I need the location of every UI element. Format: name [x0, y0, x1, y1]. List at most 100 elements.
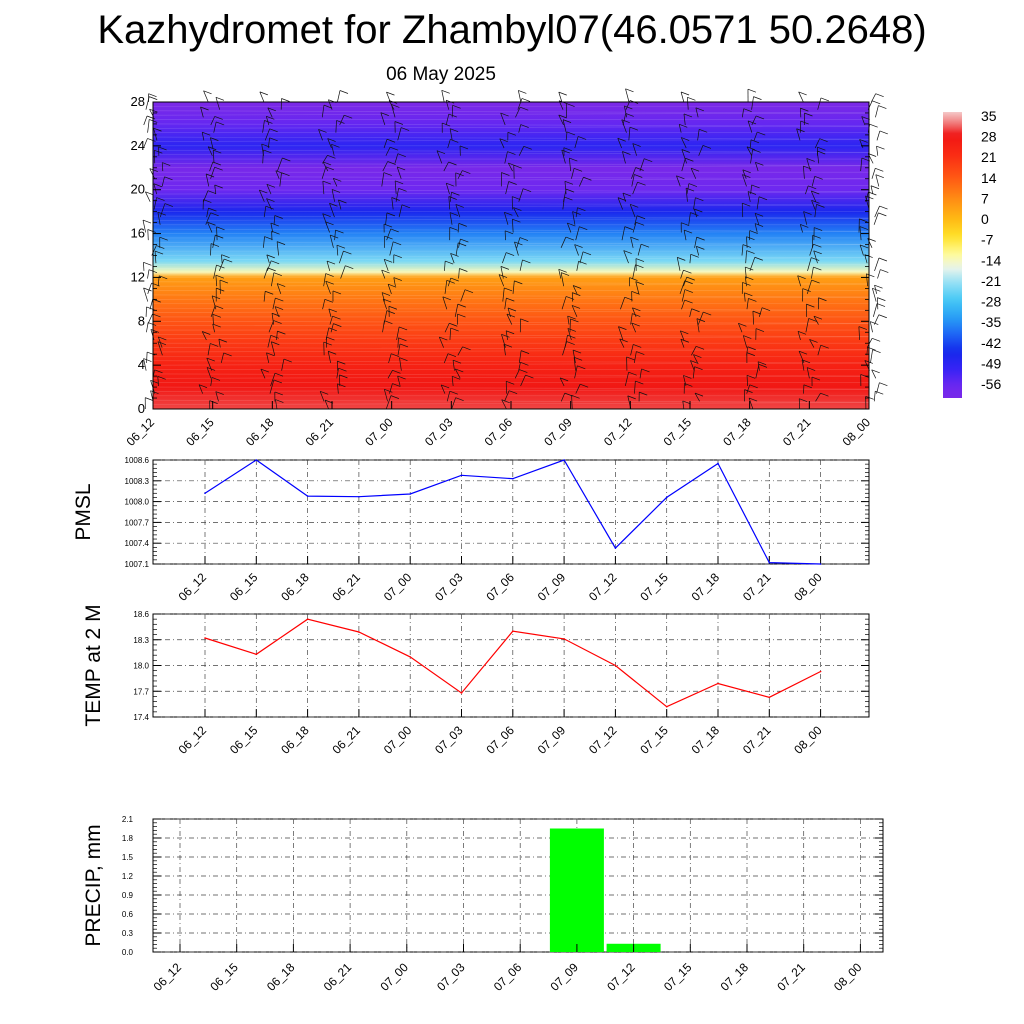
wind-barb-flag [746, 250, 755, 254]
wind-barb-flag [269, 128, 278, 133]
wind-barb [871, 168, 876, 179]
wind-barb-flag [859, 226, 869, 230]
wind-barb-flag [339, 374, 348, 379]
wind-barb [751, 96, 754, 110]
x-tick-label: 06_18 [243, 415, 277, 449]
wind-barb [622, 151, 626, 164]
wind-barb [621, 119, 627, 133]
colorbar-label: 21 [981, 149, 997, 165]
x-tick-label: 07_18 [689, 570, 723, 604]
wind-barb [274, 306, 280, 318]
wind-barb-flag [751, 184, 760, 189]
wind-barb-flag [809, 339, 818, 343]
wind-barb [211, 295, 217, 310]
wind-barb [444, 280, 448, 294]
wind-barb [502, 252, 507, 264]
wind-barb [810, 190, 817, 202]
wind-barb-flag [800, 107, 809, 112]
wind-barb-flag [802, 288, 811, 292]
x-tick-label: 07_12 [604, 960, 638, 994]
x-tick-label: 07_21 [740, 570, 774, 604]
x-tick-label: 07_18 [720, 415, 754, 449]
wind-barb-flag [694, 366, 703, 370]
wind-barb-flag [746, 352, 755, 356]
wind-barb [814, 204, 817, 218]
wind-barb-flag [577, 365, 586, 370]
wind-barb-flag [636, 351, 645, 355]
wind-barb [336, 368, 339, 379]
wind-barb [624, 372, 629, 387]
wind-barb-flag [216, 121, 225, 126]
wind-barb-flag [338, 199, 347, 204]
wind-barb-flag [523, 145, 532, 150]
wind-barb-flag [869, 123, 878, 128]
wind-barb-flag [761, 307, 771, 312]
wind-barb-flag [635, 167, 644, 171]
wind-barb-flag [803, 211, 812, 215]
wind-barb [393, 277, 396, 287]
wind-barb [632, 222, 637, 233]
wind-barb [568, 158, 572, 172]
wind-barb-flag [327, 138, 336, 142]
wind-barb [874, 285, 877, 294]
contour-line [152, 165, 870, 169]
wind-barb-flag [797, 275, 806, 280]
wind-barb [153, 183, 158, 195]
wind-barb-flag [148, 322, 157, 326]
wind-barb [746, 298, 749, 310]
wind-barb-flag [870, 185, 880, 190]
wind-barb-flag [686, 276, 695, 281]
wind-barb-flag [813, 250, 822, 255]
wind-barb-flag [462, 346, 471, 351]
wind-barb [630, 237, 634, 248]
wind-barb [146, 352, 148, 363]
wind-barb [391, 104, 396, 118]
wind-barb [447, 277, 452, 287]
wind-barb-flag [876, 303, 886, 307]
contour-line [152, 242, 870, 245]
x-tick-label: 06_15 [207, 960, 241, 994]
wind-barb-flag [633, 344, 642, 348]
wind-barb-flag [322, 180, 331, 185]
wind-barb [395, 188, 399, 202]
wind-barb-flag [464, 289, 474, 294]
wind-barb-flag [523, 188, 532, 193]
wind-barb [750, 184, 752, 195]
wind-barb [517, 98, 523, 110]
wind-barb [501, 334, 506, 348]
wind-barb-flag [212, 313, 221, 318]
wind-barb [386, 228, 392, 241]
wind-barb-flag [504, 211, 513, 216]
wind-barb [331, 189, 336, 202]
wind-barb [758, 307, 763, 318]
wind-barb-flag [154, 250, 164, 255]
wind-barb-flag [337, 383, 346, 388]
wind-barb [380, 112, 386, 126]
wind-barb-flag [564, 392, 573, 397]
wind-barb-flag [384, 320, 393, 325]
wind-barb [270, 272, 275, 287]
colorbar-label: -14 [981, 252, 1001, 268]
wind-barb [875, 174, 880, 187]
data-point [460, 692, 463, 694]
wind-barb-flag [210, 137, 219, 141]
wind-barb-flag [283, 358, 292, 363]
wind-barb-flag [398, 326, 408, 331]
wind-barb [872, 303, 878, 317]
wind-barb-flag [558, 268, 567, 273]
wind-barb [562, 119, 567, 133]
wind-barb-flag [806, 158, 815, 162]
wind-barb-flag [798, 91, 807, 96]
x-tick-label: 06_15 [227, 570, 261, 604]
wind-barb [457, 170, 463, 179]
wind-barb [516, 237, 521, 248]
y-tick-label: 17.7 [133, 687, 149, 696]
wind-barb-flag [216, 264, 225, 269]
x-tick-label: 07_09 [535, 570, 569, 604]
wind-barb-flag [458, 223, 467, 227]
wind-barb-flag [153, 183, 162, 188]
wind-barb-flag [866, 273, 875, 278]
wind-barb-flag [683, 269, 692, 274]
wind-barb-flag [677, 257, 686, 261]
wind-barb-flag [683, 113, 693, 118]
